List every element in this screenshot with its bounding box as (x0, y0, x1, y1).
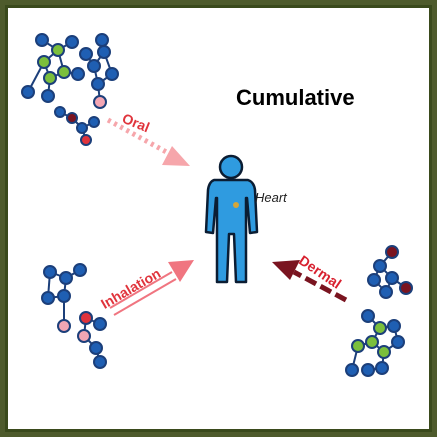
dermal-arrow (272, 260, 348, 303)
person-figure (204, 154, 259, 284)
oral-molecule-icon (21, 33, 119, 146)
heart-label: Heart (255, 190, 287, 205)
heart-marker (233, 202, 239, 208)
inhalation-molecule-icon (41, 263, 107, 369)
dermal-molecule-icon (345, 245, 413, 377)
inhalation-arrow (109, 260, 194, 316)
oral-arrow (106, 117, 190, 166)
diagram-title: Cumulative (236, 85, 355, 110)
